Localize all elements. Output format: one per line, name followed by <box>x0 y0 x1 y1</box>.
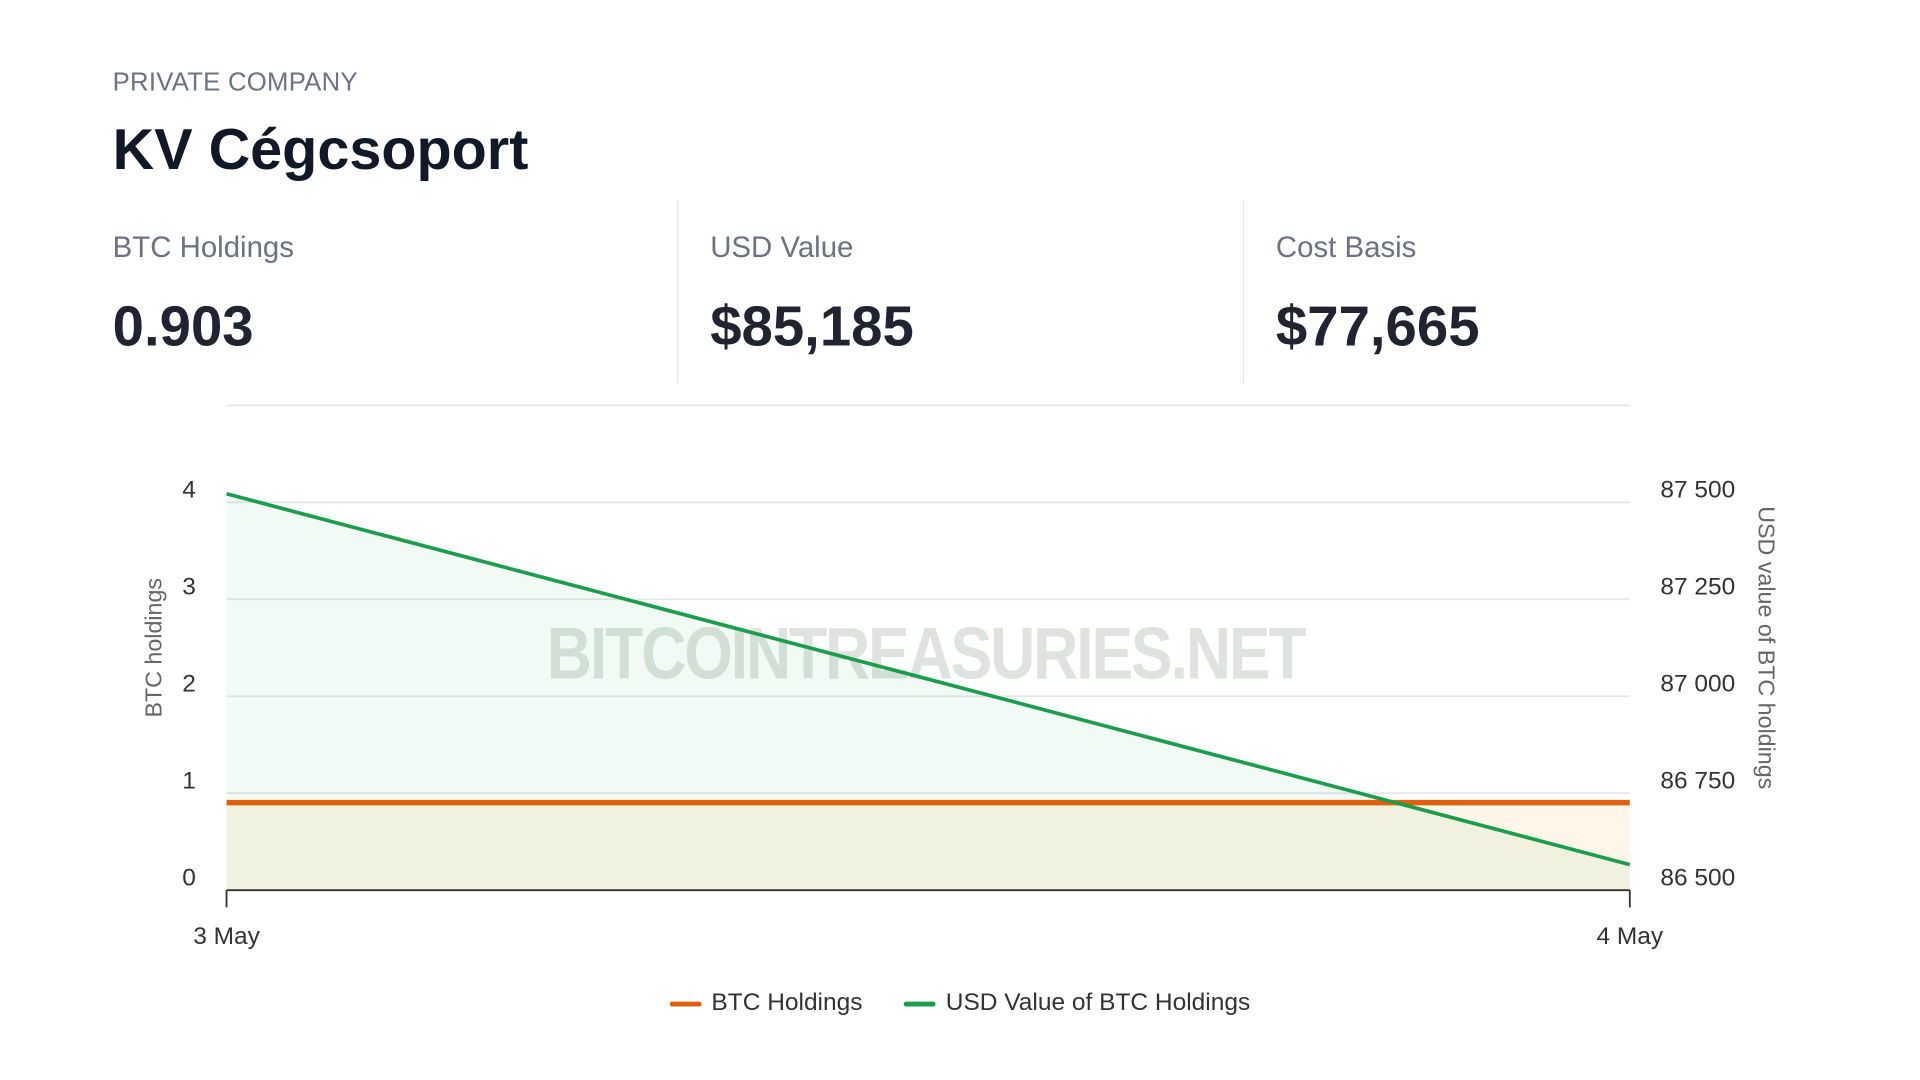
stat-value: 0.903 <box>112 293 254 358</box>
company-type: PRIVATE COMPANY <box>112 68 358 97</box>
y-tick-label-left: 2 <box>182 670 196 697</box>
y-tick-label-left: 1 <box>182 767 196 794</box>
divider <box>1242 199 1245 384</box>
legend-item-btc[interactable]: BTC Holdings <box>669 989 863 1017</box>
y-tick-label-left: 0 <box>182 864 196 891</box>
divider <box>677 199 679 384</box>
legend-label: USD Value of BTC Holdings <box>945 989 1251 1017</box>
stat-label: USD Value <box>710 231 854 265</box>
y-tick-label-right: 86 500 <box>1660 864 1735 891</box>
chart-legend: BTC Holdings USD Value of BTC Holdings <box>0 989 1920 1017</box>
x-tick-label: 4 May <box>1596 923 1663 950</box>
legend-item-usd[interactable]: USD Value of BTC Holdings <box>904 989 1250 1017</box>
y-tick-label-right: 87 500 <box>1660 476 1735 503</box>
y-axis-label-right: USD value of BTC holdings <box>1753 506 1779 789</box>
x-tick-label: 3 May <box>193 923 260 950</box>
stat-label: BTC Holdings <box>112 231 294 265</box>
y-tick-label-right: 86 750 <box>1660 767 1735 794</box>
y-tick-label-right: 87 000 <box>1660 670 1735 697</box>
legend-label: BTC Holdings <box>711 989 863 1017</box>
y-tick-label-right: 87 250 <box>1660 573 1735 600</box>
y-tick-label-left: 4 <box>182 476 196 503</box>
series-line-usd <box>226 491 1631 867</box>
y-axis-label-left: BTC holdings <box>141 578 167 718</box>
area-usd <box>226 493 1630 891</box>
y-tick-label-left: 3 <box>182 573 196 600</box>
stat-value: $77,665 <box>1275 293 1480 358</box>
legend-swatch <box>904 1001 936 1006</box>
page-title: KV Cégcsoport <box>112 116 529 182</box>
stat-value: $85,185 <box>710 293 914 358</box>
stat-label: Cost Basis <box>1275 231 1417 265</box>
area-btc <box>226 802 1630 891</box>
legend-swatch <box>669 1001 702 1006</box>
